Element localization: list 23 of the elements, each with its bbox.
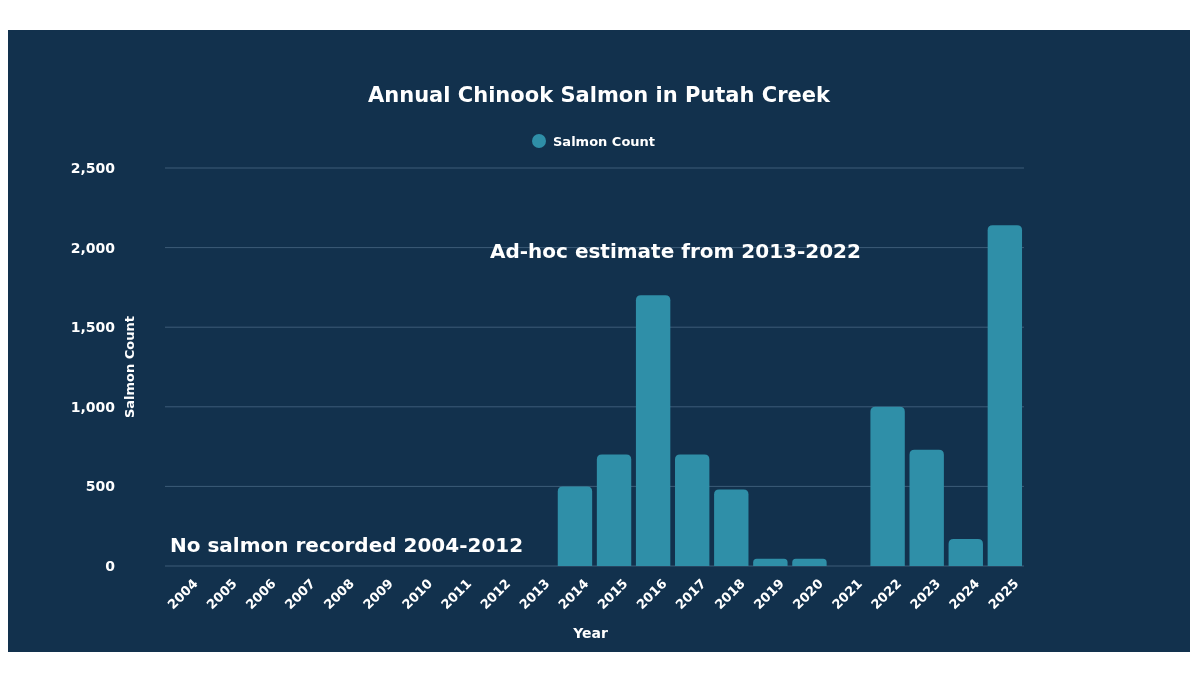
y-tick-label: 2,000 [70,239,116,256]
bar [753,558,788,566]
y-tick-label: 500 [85,478,116,495]
chart-title: Annual Chinook Salmon in Putah Creek [368,83,832,107]
bar [714,489,749,566]
bar [675,454,710,566]
bar [596,454,632,566]
bar [635,295,671,566]
y-tick-label: 1,500 [70,319,116,336]
y-tick-label: 0 [105,558,116,574]
bar [870,406,905,566]
bar [792,558,827,566]
bar [987,225,1023,566]
legend-label: Salmon Count [553,134,656,149]
y-tick-label: 1,000 [70,398,116,415]
y-tick-label: 2,500 [70,160,116,176]
bar [909,449,944,566]
bar [557,486,593,566]
annotation: No salmon recorded 2004-2012 [170,533,524,557]
y-axis-title: Salmon Count [122,315,137,419]
annotation: Ad-hoc estimate from 2013-2022 [490,239,861,263]
bar [948,538,983,566]
x-axis-title: Year [572,625,608,641]
